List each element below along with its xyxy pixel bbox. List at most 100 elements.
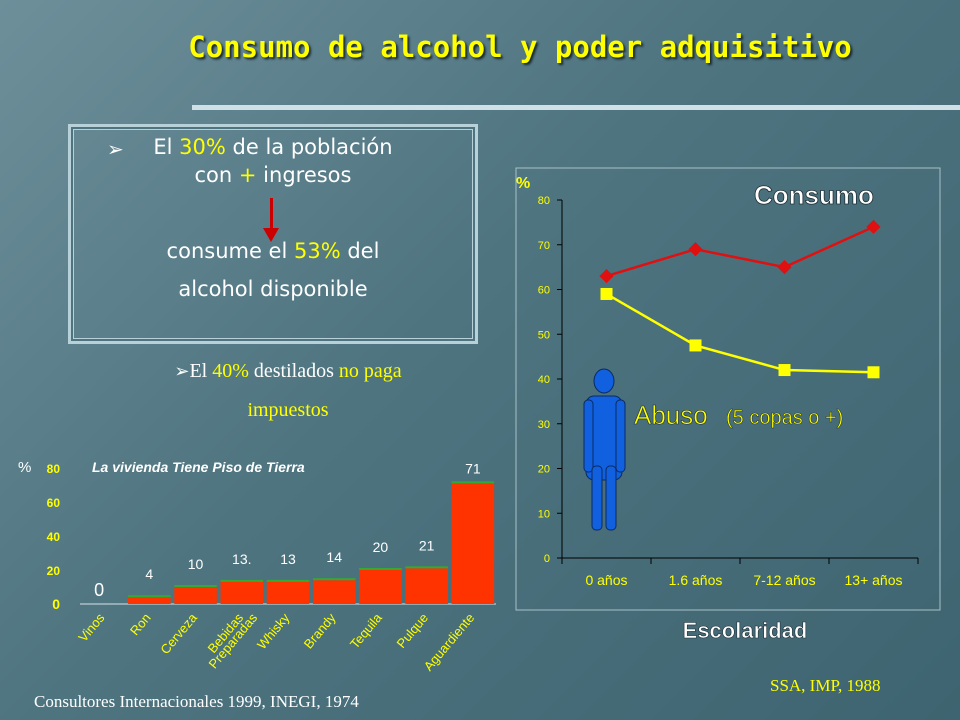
box-line2-post: ingresos xyxy=(256,163,352,187)
tax-mid: destilados xyxy=(248,360,339,382)
line-point-abuso xyxy=(600,287,613,300)
line-y-tick: 40 xyxy=(538,374,550,386)
bar-chart: % La vivienda Tiene Piso de Tierra0204060… xyxy=(18,459,496,674)
bar-data-label: 10 xyxy=(188,556,204,572)
tax-highlight: no paga xyxy=(338,360,402,382)
box-line3-pct: 53% xyxy=(293,239,341,263)
person-figure-icon xyxy=(583,368,626,531)
bar-category-label: Tequila xyxy=(347,610,385,652)
bar-data-label: 4 xyxy=(145,566,153,582)
bar xyxy=(312,580,356,604)
line-y-tick: 80 xyxy=(538,195,550,207)
bar xyxy=(359,570,402,604)
line-y-tick: 50 xyxy=(538,329,550,341)
bar-category-label: Cerveza xyxy=(157,610,200,657)
box-line3-post: del xyxy=(340,239,380,263)
line-y-tick: 20 xyxy=(538,464,550,476)
bar xyxy=(220,581,264,604)
bar-y-tick: 20 xyxy=(47,564,61,578)
arrow-bullet-icon: ➢ xyxy=(107,137,124,161)
box-line1-pre: El xyxy=(153,135,180,159)
bar-category-label: Pulque xyxy=(394,610,432,651)
bar-data-label: 71 xyxy=(465,460,481,476)
box-line3-pre: consume el xyxy=(166,239,294,263)
down-arrow-head-icon xyxy=(263,228,279,242)
bar-category-label: Whisky xyxy=(254,610,293,652)
income-box: ➢ El 30% de la población con + ingresos … xyxy=(68,124,478,344)
bar xyxy=(174,587,217,604)
bar-y-tick: 60 xyxy=(47,496,61,510)
person-figure-part xyxy=(605,465,617,531)
box-line2-plus: + xyxy=(238,163,257,187)
line-series-1 xyxy=(605,292,874,374)
slide-title: Consumo de alcohol y poder adquisitivo xyxy=(188,30,852,64)
person-figure-part xyxy=(583,399,594,473)
line-y-tick: 10 xyxy=(538,508,550,520)
line-point-abuso xyxy=(689,339,702,352)
bar-data-label: 0 xyxy=(94,580,104,600)
bar-category-label: Ron xyxy=(127,610,154,638)
line-x-tick: 7-12 años xyxy=(753,572,815,588)
line-point-abuso xyxy=(778,364,791,377)
box-line-1: ➢ El 30% de la población xyxy=(71,135,475,161)
person-figure-part xyxy=(615,399,626,473)
arrow-bullet-icon-2: ➢ xyxy=(174,361,190,382)
line-point-abuso xyxy=(867,366,880,379)
bar-top-edge xyxy=(220,579,264,582)
tax-line2: impuestos xyxy=(247,399,329,421)
person-figure-part xyxy=(591,465,603,531)
abuso-annotation: (5 copas o +) xyxy=(726,407,843,429)
line-y-tick: 70 xyxy=(538,240,550,252)
source-left: Consultores Internacionales 1999, INEGI,… xyxy=(34,692,359,711)
bar-data-label: 14 xyxy=(326,549,342,565)
series-label-abuso: Abuso xyxy=(634,400,708,430)
bar-chart-title: La vivienda Tiene Piso de Tierra xyxy=(92,459,305,475)
line-x-tick: 13+ años xyxy=(845,572,903,588)
line-x-tick: 0 años xyxy=(585,572,627,588)
person-figure-part xyxy=(593,368,615,394)
bar-top-edge xyxy=(405,566,448,569)
tax-bullet: ➢El 40% destilados no paga impuestos xyxy=(118,352,458,429)
line-y-label: % xyxy=(516,175,530,192)
bar-top-edge xyxy=(266,579,310,582)
line-x-label: Escolaridad xyxy=(683,618,808,643)
tax-pre: El xyxy=(189,360,213,382)
bar xyxy=(451,483,495,604)
bar xyxy=(128,597,171,604)
line-y-tick: 0 xyxy=(544,553,550,565)
box-line1-pct: 30% xyxy=(179,135,226,159)
bar-top-edge xyxy=(312,578,356,581)
bar-top-edge xyxy=(128,595,171,598)
line-point-consumo xyxy=(688,242,703,257)
bar-y-label: % xyxy=(18,459,31,476)
bar-y-tick: 0 xyxy=(52,596,60,612)
bar-data-label: 21 xyxy=(419,537,435,553)
bar-data-label: 13. xyxy=(232,551,251,567)
box-line-4: alcohol disponible xyxy=(178,277,368,301)
box-line-2: con + ingresos xyxy=(71,163,475,187)
bar xyxy=(405,568,448,604)
line-point-consumo xyxy=(777,260,792,275)
bar-data-label: 20 xyxy=(373,539,389,555)
line-y-tick: 60 xyxy=(538,285,550,297)
bar-top-edge xyxy=(451,481,495,484)
bar-y-tick: 40 xyxy=(47,530,61,544)
box-line-3: consume el 53% del xyxy=(71,239,475,263)
down-arrow-icon xyxy=(270,198,273,230)
bar-y-tick: 80 xyxy=(47,462,61,476)
line-chart-frame xyxy=(515,167,941,611)
tax-pct: 40% xyxy=(212,360,249,382)
box-line2-pre: con xyxy=(194,163,239,187)
title-divider xyxy=(192,105,960,110)
line-chart: % 0 10 20 30 40 50 60 70 80 0 años 1.6 años 7-12 año… xyxy=(515,167,941,643)
series-label-consumo: Consumo xyxy=(754,180,874,210)
source-right: SSA, IMP, 1988 xyxy=(770,676,881,695)
bar xyxy=(266,581,310,604)
bar-category-label: Vinos xyxy=(75,610,108,645)
box-line1-post: de la población xyxy=(225,135,393,159)
bar-top-edge xyxy=(359,568,402,570)
line-point-consumo xyxy=(599,269,614,284)
bar-top-edge xyxy=(174,585,217,587)
bar-category-label: Brandy xyxy=(301,610,339,652)
bar-data-label: 13 xyxy=(280,551,296,567)
